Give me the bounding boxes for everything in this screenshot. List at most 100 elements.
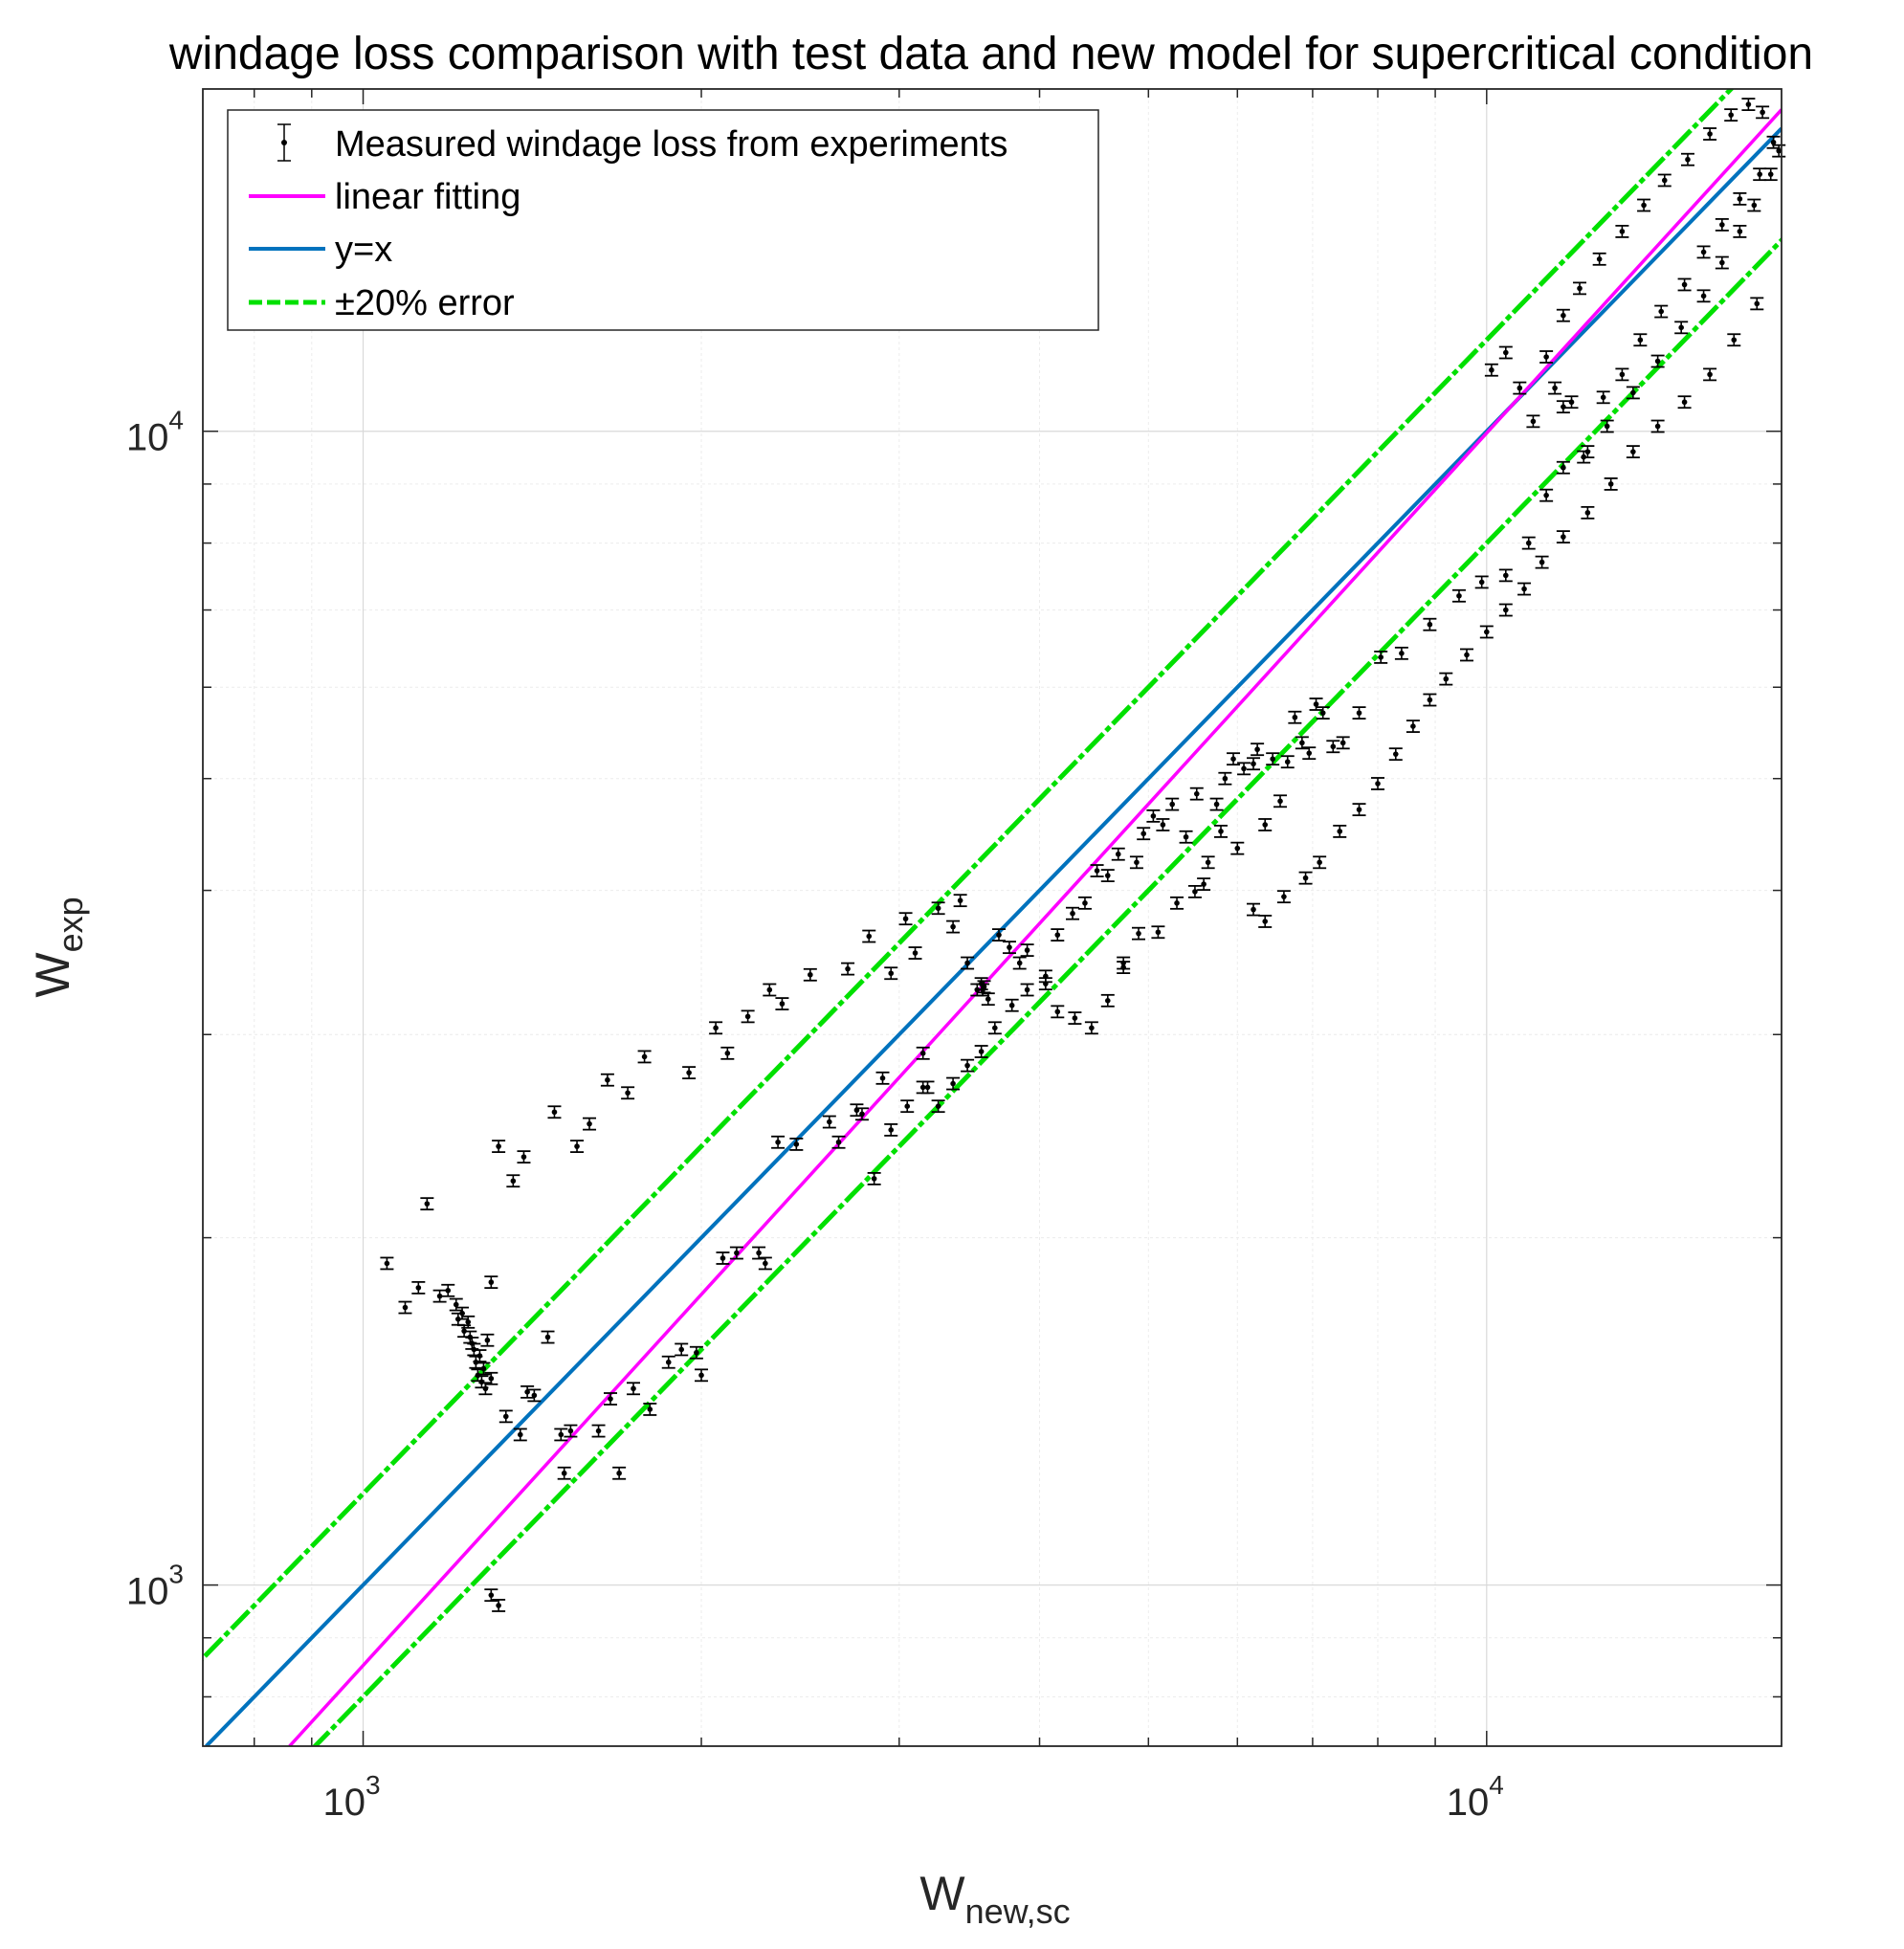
data-point — [931, 901, 945, 916]
point-marker — [384, 1260, 390, 1267]
point-marker — [1193, 790, 1200, 797]
point-marker — [935, 1103, 941, 1109]
point-marker — [459, 1310, 465, 1317]
data-point — [758, 1256, 772, 1271]
point-marker — [1543, 492, 1549, 498]
data-point — [541, 1330, 555, 1344]
point-marker — [1552, 385, 1558, 391]
data-point — [480, 1333, 495, 1347]
point-marker — [1767, 171, 1774, 177]
data-point — [1772, 144, 1786, 158]
point-marker — [1054, 932, 1061, 938]
data-point — [441, 1283, 455, 1297]
point-marker — [1678, 324, 1684, 331]
data-point — [1352, 803, 1366, 817]
data-point — [1201, 855, 1215, 870]
data-point — [1715, 255, 1729, 270]
data-point — [709, 1021, 723, 1035]
point-marker — [1584, 510, 1591, 516]
data-point — [1498, 603, 1513, 617]
data-point — [1766, 135, 1781, 149]
point-marker — [1281, 894, 1287, 899]
point-marker — [1503, 349, 1509, 356]
point-marker — [1619, 371, 1626, 378]
data-point — [1313, 855, 1327, 870]
point-marker — [567, 1428, 574, 1434]
data-point — [1753, 167, 1767, 182]
data-point — [1548, 381, 1562, 395]
point-marker — [595, 1428, 602, 1434]
data-point — [1633, 333, 1648, 347]
data-point — [1111, 847, 1125, 861]
x-tick-label-exponent: 3 — [365, 1770, 381, 1800]
data-point — [1715, 218, 1729, 232]
data-point — [961, 1058, 975, 1073]
point-marker — [1745, 101, 1752, 107]
point-marker — [1356, 807, 1362, 812]
point-marker — [1213, 801, 1220, 808]
point-marker — [1530, 418, 1537, 425]
point-marker — [1317, 859, 1322, 866]
data-point — [1513, 381, 1527, 395]
point-marker — [1024, 947, 1030, 953]
data-point — [695, 1368, 709, 1383]
data-point — [977, 980, 991, 994]
data-point — [900, 1099, 915, 1114]
point-marker — [1120, 960, 1126, 966]
point-marker — [1155, 929, 1162, 936]
legend: Measured windage loss from experiments l… — [227, 109, 1099, 331]
point-marker — [1218, 829, 1224, 834]
data-point — [763, 983, 777, 997]
point-marker — [1222, 775, 1229, 782]
point-marker — [1539, 559, 1545, 565]
data-point — [1146, 808, 1161, 823]
data-point — [862, 929, 876, 943]
data-point — [1151, 925, 1165, 940]
data-point — [411, 1280, 426, 1295]
legend-label-error-band: ±20% error — [335, 283, 515, 323]
point-marker — [1007, 944, 1012, 950]
data-point — [741, 1009, 755, 1024]
data-point — [1703, 127, 1717, 141]
point-marker — [1136, 930, 1141, 937]
data-point — [1316, 706, 1330, 720]
data-point — [1677, 277, 1692, 292]
point-marker — [1089, 1025, 1095, 1031]
point-marker — [605, 1076, 610, 1083]
point-marker — [1399, 651, 1405, 656]
point-marker — [793, 1141, 800, 1147]
point-marker — [904, 1103, 911, 1109]
data-point — [752, 1246, 766, 1260]
data-point — [1230, 841, 1245, 855]
x-tick-label: 103 — [322, 1770, 380, 1824]
data-point — [478, 1382, 493, 1396]
data-point — [729, 1246, 743, 1260]
point-marker — [1661, 177, 1668, 184]
data-point — [1165, 797, 1180, 811]
point-marker — [1443, 676, 1450, 682]
point-marker — [678, 1346, 685, 1353]
point-marker — [1776, 147, 1782, 154]
point-marker — [1427, 621, 1433, 628]
point-marker — [1568, 399, 1575, 406]
data-point — [1197, 877, 1211, 891]
point-marker — [551, 1109, 558, 1116]
point-marker — [625, 1090, 631, 1096]
point-marker — [484, 1337, 491, 1343]
point-marker — [1596, 255, 1603, 262]
data-point — [621, 1086, 635, 1100]
data-point — [1371, 777, 1385, 790]
point-marker — [1641, 202, 1647, 209]
point-marker — [1337, 829, 1343, 834]
point-marker — [496, 1603, 501, 1608]
data-point — [946, 919, 961, 934]
point-marker — [1241, 765, 1247, 772]
data-point — [1592, 252, 1606, 266]
point-marker — [1719, 222, 1725, 228]
point-marker — [1104, 998, 1111, 1004]
point-marker — [647, 1406, 653, 1412]
data-point — [1137, 827, 1151, 841]
data-point — [1117, 956, 1131, 970]
data-point — [1756, 105, 1770, 120]
x-axis-label: Wnew,sc — [919, 1867, 1070, 1931]
